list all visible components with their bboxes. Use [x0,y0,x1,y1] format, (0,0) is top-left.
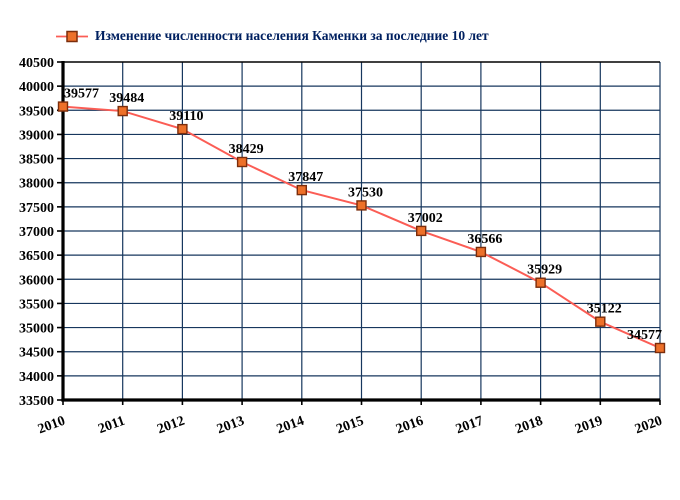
x-axis-tick-label: 2014 [275,414,306,438]
y-axis-tick-label: 34500 [19,346,54,361]
x-axis-tick-label: 2020 [633,414,664,438]
x-axis-tick-label: 2011 [96,414,127,437]
data-point-label: 37847 [288,170,323,185]
y-axis-tick-label: 37500 [19,201,54,216]
data-point-marker [535,277,546,288]
data-point-label: 37002 [408,211,443,226]
data-point-label: 35122 [587,302,622,317]
data-point-label: 36566 [467,232,502,247]
y-axis-tick-label: 33500 [19,394,54,409]
data-point-label: 34577 [627,328,662,343]
y-axis-tick-label: 37000 [19,225,54,240]
data-point-marker [236,156,248,168]
x-axis-tick-label: 2017 [454,414,485,438]
y-axis-tick-label: 40500 [19,56,54,71]
x-axis-tick-label: 2010 [36,414,67,438]
data-point-marker [475,246,487,258]
data-point-label: 39577 [64,87,99,102]
data-point-marker [595,316,606,327]
data-point-marker [177,123,188,135]
x-axis-tick-label: 2019 [573,414,604,438]
data-point-marker [416,225,427,237]
y-axis-tick-label: 36000 [19,273,54,288]
data-point-marker [356,200,367,211]
legend-marker-icon [56,30,88,42]
data-point-label: 39484 [109,91,144,106]
x-axis-tick-label: 2012 [155,414,186,438]
data-point-marker [117,105,128,117]
x-axis-tick-label: 2016 [394,414,425,438]
data-point-label: 37530 [348,185,383,200]
data-point-marker [654,342,666,354]
data-point-marker [296,184,307,196]
y-axis-tick-label: 39500 [19,104,54,119]
data-point-label: 38429 [229,142,264,157]
y-axis-tick-label: 38000 [19,177,54,192]
y-axis-tick-label: 39000 [19,128,54,143]
chart-legend: Изменение численности населения Каменки … [56,28,489,44]
y-axis-tick-label: 36500 [19,249,54,264]
legend-marker-square [66,30,78,42]
y-axis-tick-label: 34000 [19,370,54,385]
x-axis-tick-label: 2018 [514,414,545,438]
data-point-label: 39110 [169,109,203,124]
y-axis-tick-label: 40000 [19,80,54,95]
data-point-label: 35929 [527,263,562,278]
x-axis-tick-label: 2015 [334,414,365,438]
legend-label: Изменение численности населения Каменки … [95,28,489,43]
x-axis-tick-label: 2013 [215,414,246,438]
y-axis-tick-label: 35500 [19,297,54,312]
data-point-marker [57,101,69,112]
y-axis-tick-label: 38500 [19,153,54,168]
y-axis-tick-label: 35000 [19,322,54,337]
